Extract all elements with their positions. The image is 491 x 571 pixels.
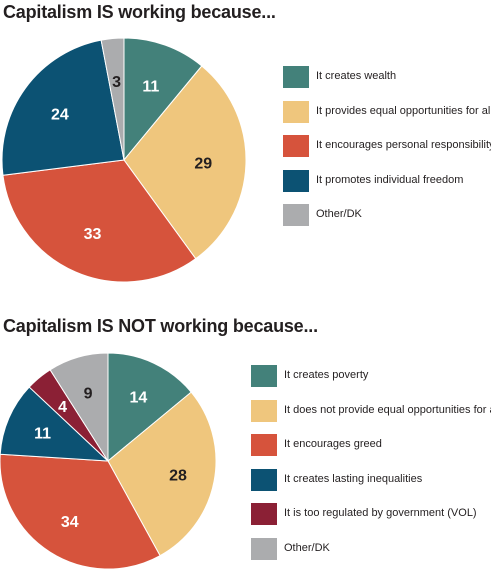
pie-slice-value-label: 24 — [51, 106, 69, 123]
pie-slice-it-does-not-provide-equal-opportunities-for-all — [107, 391, 217, 557]
legend-swatch — [251, 434, 277, 456]
pie-slice-it-creates-poverty — [107, 352, 192, 463]
pie-slice-value-label: 9 — [84, 386, 93, 403]
pie-chart-working: 11 29 33 24 3 — [1, 37, 247, 283]
legend-swatch — [251, 468, 277, 491]
pie-slice-value-label: 29 — [194, 155, 212, 172]
legend-swatch — [251, 537, 277, 560]
pie-slice-it-promotes-individual-freedom — [1, 39, 125, 176]
legend-swatch — [251, 365, 277, 387]
legend-swatch — [283, 169, 309, 192]
legend-swatch — [283, 204, 309, 226]
legend-label: It promotes individual freedom — [316, 173, 464, 186]
pie-slice-other-dk — [49, 352, 109, 463]
chart-title-working: Capitalism IS working because... — [3, 2, 276, 22]
pie-slice-it-encourages-greed — [0, 453, 161, 570]
pie-slice-value-label: 3 — [112, 74, 121, 91]
pie-slice-value-label: 4 — [58, 399, 67, 416]
legend-label: It encourages personal responsibility — [316, 139, 491, 151]
legend-label: It creates poverty — [284, 369, 369, 381]
chart-title-not-working: Capitalism IS NOT working because... — [3, 316, 318, 336]
pie-slice-it-encourages-personal-responsibility — [2, 159, 197, 283]
pie-slice-it-creates-lasting-inequalities — [0, 386, 110, 462]
legend-swatch — [283, 135, 309, 157]
legend-swatch — [283, 66, 309, 88]
legend-label: Other/DK — [284, 541, 330, 554]
legend-label: It encourages greed — [284, 438, 382, 450]
pie-slice-it-provides-equal-opportunities-for-all — [123, 65, 247, 260]
legend-label: It creates lasting inequalities — [284, 472, 423, 485]
legend-label: It creates wealth — [316, 70, 397, 82]
legend-swatch — [251, 399, 277, 422]
legend-label: It provides equal opportunities for all — [316, 104, 491, 117]
pie-slice-it-creates-wealth — [123, 37, 203, 162]
pie-slice-value-label: 34 — [61, 514, 79, 531]
legend-label: It does not provide equal opportunities … — [284, 403, 491, 416]
legend-swatch — [283, 100, 309, 123]
legend-label: Other/DK — [316, 208, 362, 220]
pie-slice-value-label: 11 — [142, 78, 159, 95]
pie-slice-other-dk — [100, 37, 125, 161]
legend-label: It is too regulated by government (VOL) — [284, 507, 477, 519]
pie-chart-not-working: 14 28 34 11 49 — [0, 352, 217, 570]
pie-slice-value-label: 28 — [169, 467, 187, 484]
legend-swatch — [251, 503, 277, 525]
pie-slice-value-label: 11 — [34, 426, 51, 443]
pie-slice-value-label: 33 — [84, 226, 102, 243]
pie-slice-value-label: 14 — [129, 390, 147, 407]
